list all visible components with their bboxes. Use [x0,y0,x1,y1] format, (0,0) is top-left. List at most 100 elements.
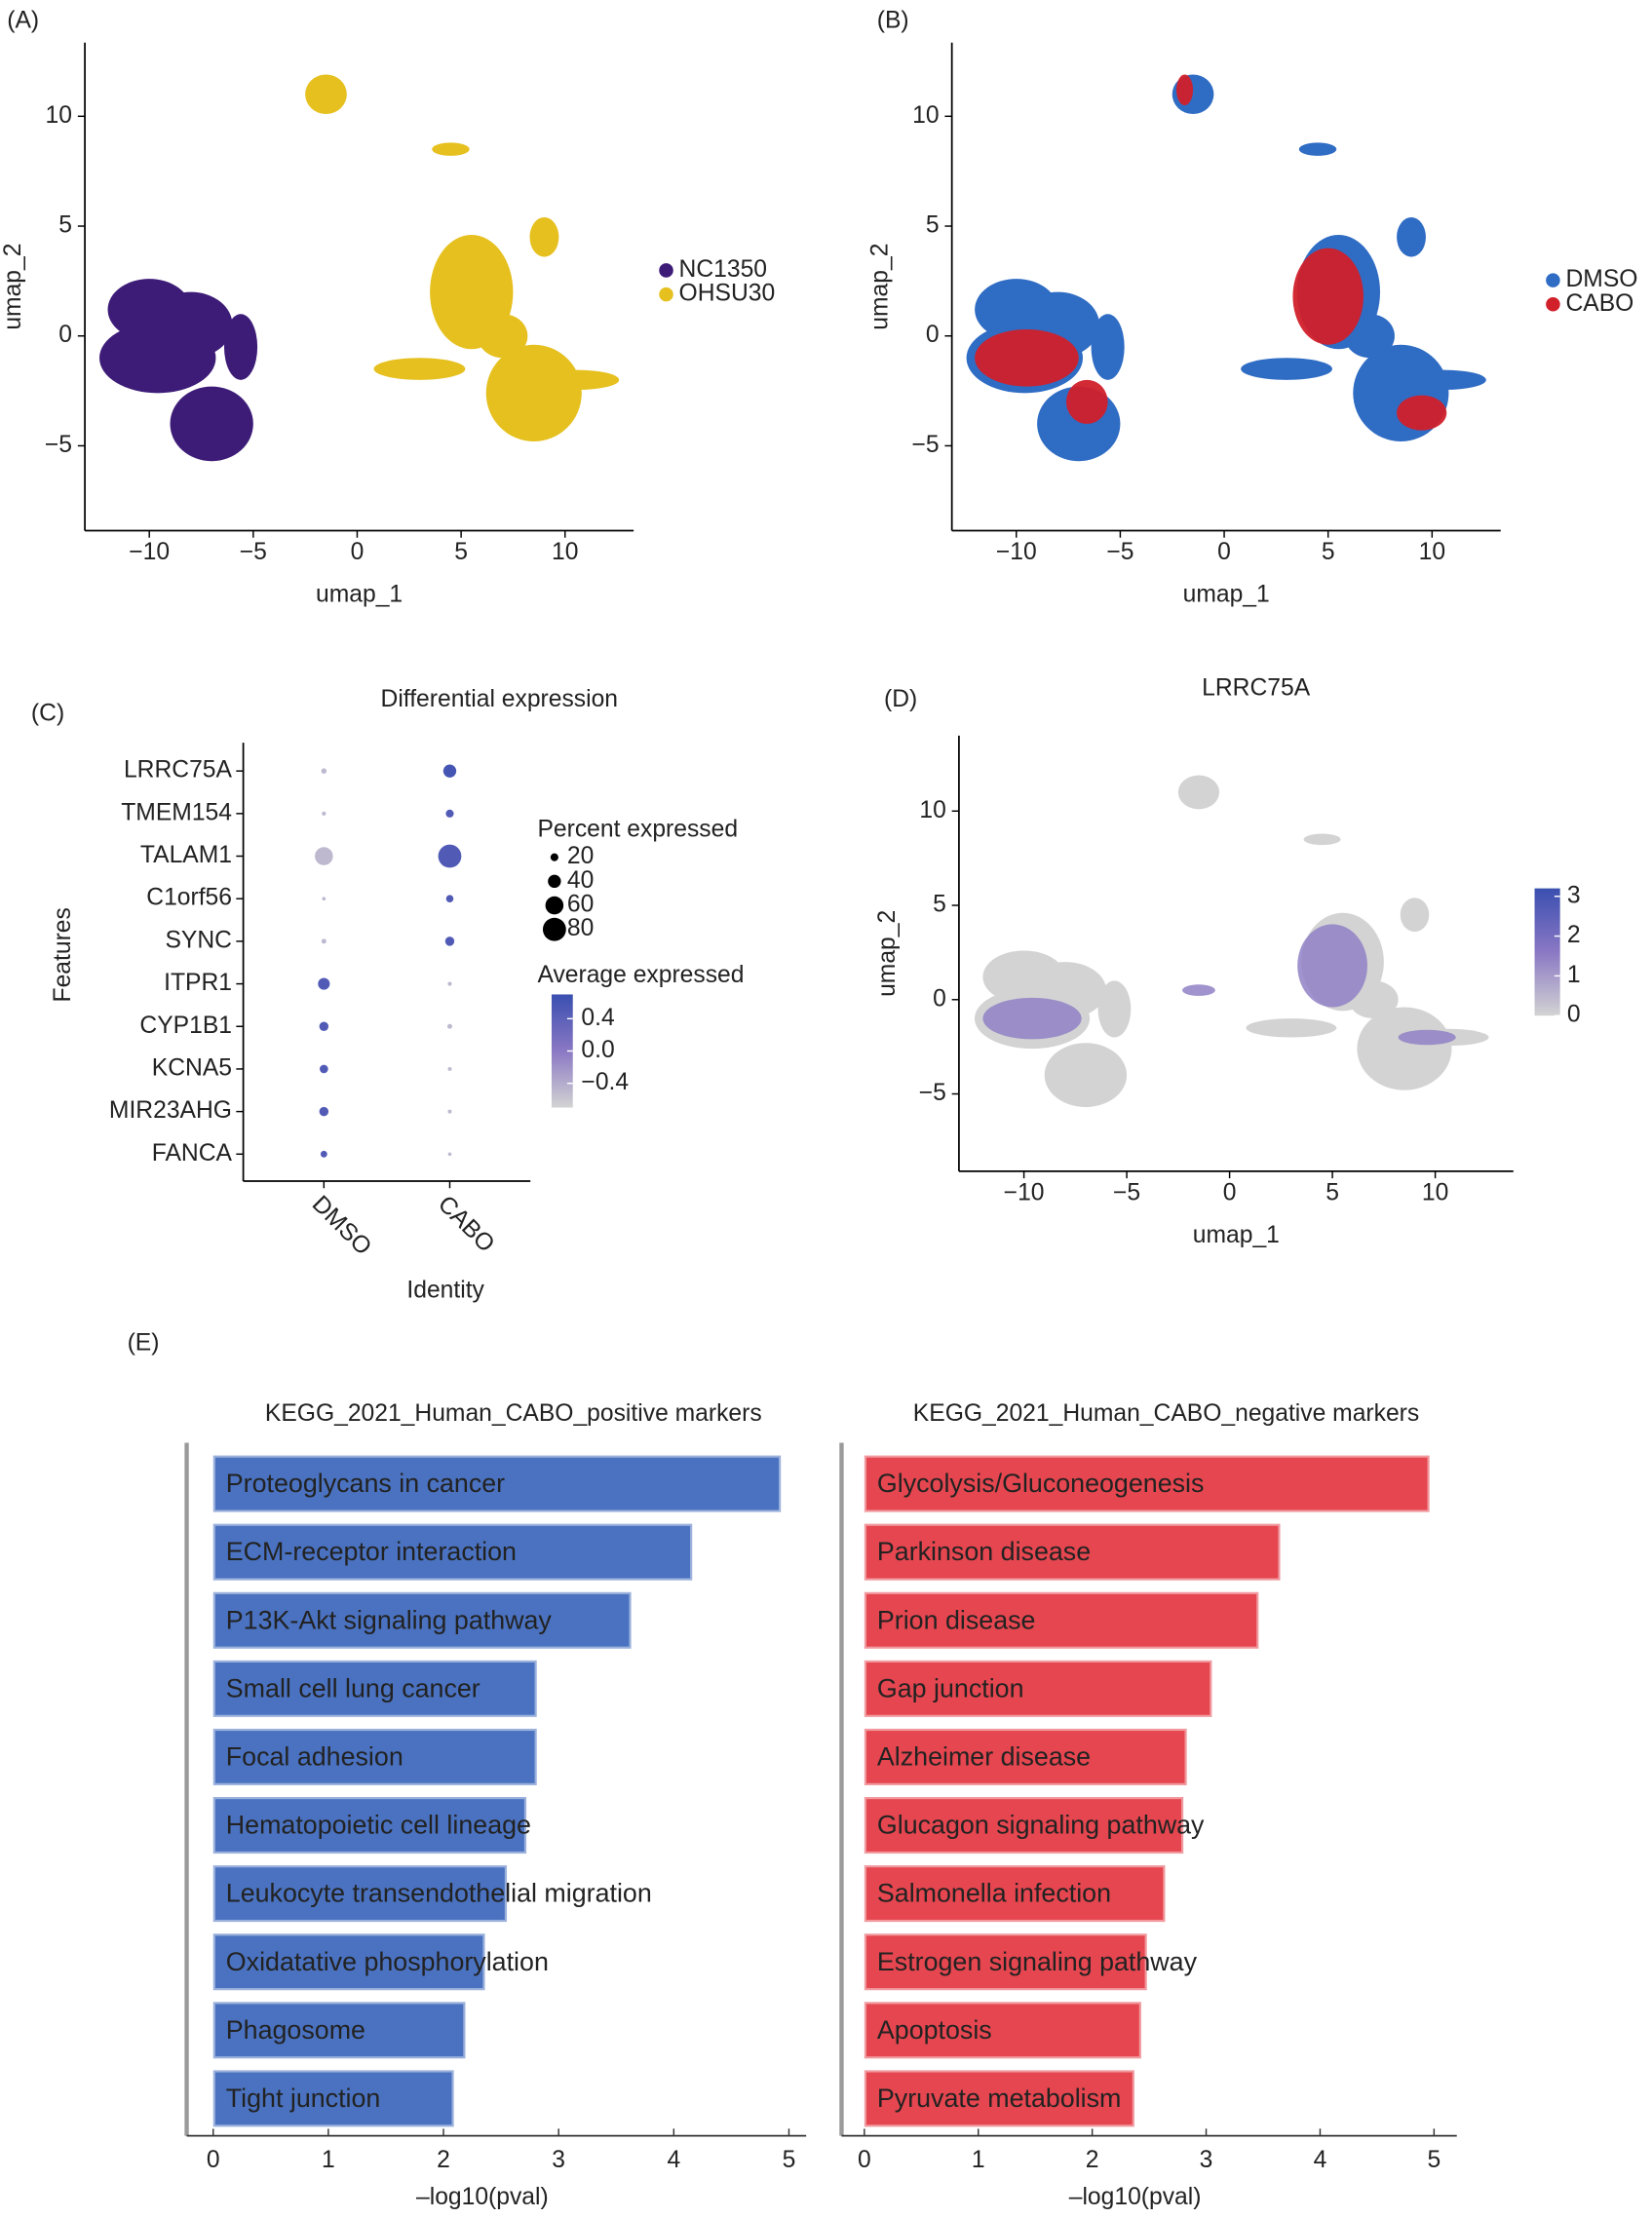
y-tick-label: 10 [46,102,72,129]
x-tick-label: −5 [240,539,267,565]
cluster [1402,369,1486,390]
colorbar-label: 0.0 [581,1037,614,1063]
bar [211,1862,510,1925]
cluster [1303,833,1341,846]
x-tick-label: 1 [322,2147,335,2173]
cluster [1246,1018,1337,1038]
panel-label: (C) [31,701,64,727]
x-tick-label: 5 [1325,1180,1339,1206]
cluster [1177,775,1220,810]
legend-title: Average expressed [537,962,744,988]
dot [321,768,327,774]
bar-label: Tight junction [226,2084,381,2113]
dot [445,809,454,818]
y-tick-label: ITPR1 [164,970,232,996]
cluster [1241,358,1332,380]
y-tick-label: 0 [926,322,940,348]
bar-label: Glycolysis/Gluconeogenesis [877,1469,1205,1498]
panel-label: (D) [884,686,917,712]
colorbar-label: 0 [1567,1002,1581,1028]
cluster [1176,74,1194,106]
x-tick-label: 0 [207,2147,220,2173]
bar-label: Oxidatative phosphorylation [226,1947,549,1976]
cluster [1065,379,1108,424]
dot [447,981,452,986]
legend-swatch [1546,297,1560,312]
y-axis-label: umap_2 [867,244,894,330]
panel-label: (B) [877,8,909,34]
dot [319,1064,328,1074]
cluster [1297,924,1367,1008]
cluster [1398,1029,1456,1046]
cluster [1397,217,1426,257]
size-key-label: 20 [567,843,594,869]
cluster [1298,142,1337,156]
x-tick-label: 5 [1427,2147,1441,2173]
colorbar-label: 3 [1567,882,1581,908]
size-key [548,874,561,889]
x-tick-label: −5 [1106,539,1133,565]
cluster [305,74,347,115]
legend-title: Percent expressed [537,817,738,843]
bar [862,1726,1189,1788]
colorbar [551,994,573,1108]
x-tick-label: 10 [1419,539,1445,565]
cluster [1292,248,1364,345]
x-tick-label: 4 [667,2147,680,2173]
y-tick-label: CYP1B1 [139,1013,232,1039]
y-tick-label: KCNA5 [152,1054,232,1081]
chart-title: LRRC75A [1202,675,1311,702]
cluster [149,291,233,359]
size-key-label: 60 [567,892,594,918]
cluster [485,344,582,441]
bar-label: Small cell lung cancer [226,1673,480,1702]
dot [447,1109,452,1114]
x-tick-label: 0 [351,539,365,565]
bar [211,1521,695,1583]
bar-label: Gap junction [877,1673,1024,1702]
bar [862,1862,1168,1925]
cluster [478,314,528,359]
chart-title: KEGG_2021_Human_CABO_positive markers [265,1400,762,1427]
cluster [975,328,1079,387]
bar-label: Pyruvate metabolism [877,2084,1121,2113]
panel-label: (E) [128,1329,160,1356]
y-tick-label: 10 [919,797,945,823]
x-tick-label: −10 [996,539,1037,565]
bar-label: Parkinson disease [877,1537,1091,1566]
x-tick-label: 5 [783,2147,796,2173]
dot [321,938,327,944]
dot [319,1106,329,1117]
bar [211,2000,468,2061]
bar-label: Proteoglycans in cancer [226,1469,505,1498]
legend-label: NC1350 [679,256,767,283]
bar [211,1726,539,1788]
y-tick-label: MIR23AHG [109,1097,232,1124]
legend-label: DMSO [1565,266,1637,292]
x-tick-label: −10 [1004,1180,1045,1206]
bar [862,1658,1214,1720]
y-tick-label: 0 [58,322,72,348]
bar [862,1589,1261,1651]
cluster [1182,984,1215,996]
bar [862,1521,1283,1583]
legend-swatch [659,287,673,302]
size-key-label: 40 [567,867,594,894]
x-axis-label: umap_1 [1193,1222,1280,1248]
x-tick-label: 4 [1314,2147,1327,2173]
y-axis-label: Features [50,907,76,1002]
x-tick-label: 3 [552,2147,565,2173]
colorbar [1534,888,1560,1016]
bar-label: Prion disease [877,1605,1036,1634]
x-axis-label: umap_1 [1183,582,1270,608]
size-key-label: 80 [567,915,594,941]
bar [211,1453,784,1514]
y-tick-label: −5 [45,432,72,458]
bar [862,1931,1149,1993]
colorbar-label: 2 [1567,922,1581,948]
bar [862,2000,1144,2061]
bar-label: Salmonella infection [877,1879,1111,1908]
bar [211,2068,456,2129]
dot [447,1152,452,1157]
dot [322,811,327,816]
